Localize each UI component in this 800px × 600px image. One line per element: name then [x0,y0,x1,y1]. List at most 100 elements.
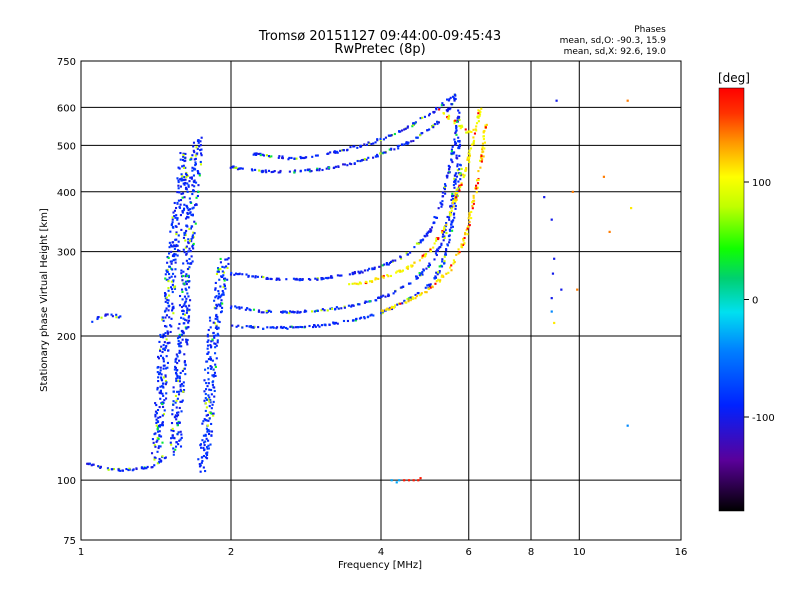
data-point [336,274,339,277]
data-point [174,238,177,241]
data-point [294,326,298,329]
data-point [219,261,222,264]
data-point [156,439,159,442]
data-point [214,296,217,299]
data-point [160,373,163,376]
data-point [453,198,456,201]
data-point [180,333,184,336]
data-point [475,191,478,194]
data-point [179,199,183,202]
chart-title: Tromsø 20151127 09:44:00-09:45:43 [258,29,501,44]
data-point [214,287,217,290]
data-point [179,203,182,206]
data-point [468,212,471,215]
data-point [400,143,404,146]
data-point [423,115,427,118]
data-point [452,262,455,265]
data-point [384,151,387,154]
data-point [238,167,241,170]
data-point [454,94,457,97]
data-point [370,313,373,316]
data-point [164,294,167,298]
data-point [454,204,457,208]
data-point [231,324,234,327]
data-point [343,163,346,166]
data-point [477,112,480,115]
data-point [203,399,206,402]
data-point [207,358,211,361]
data-point [405,266,409,269]
data-point [314,325,317,328]
data-point [555,99,558,102]
data-point [437,207,440,210]
data-point [434,282,437,285]
data-point [454,130,457,133]
data-point [202,434,205,437]
data-point [459,163,462,166]
data-point [294,278,297,281]
data-point [177,414,180,417]
data-point [472,142,475,145]
data-point [170,286,173,289]
data-point [205,453,208,456]
data-point [172,253,175,257]
data-point [162,358,165,361]
data-point [203,379,206,382]
data-point [293,157,296,160]
data-point [376,153,379,156]
data-point [282,326,285,329]
data-point [179,388,182,391]
data-point [200,154,203,157]
data-point [468,220,471,224]
data-point [180,400,183,403]
data-point [331,307,334,310]
data-point [186,274,189,278]
data-point [433,242,436,245]
data-point [127,469,130,472]
data-point [390,307,393,310]
data-point [163,409,166,412]
data-point [438,271,441,274]
data-point [409,251,412,254]
data-point [359,160,362,163]
data-point [454,207,457,210]
data-point [479,159,482,162]
data-point [181,369,184,372]
data-point [439,245,442,249]
data-point [179,430,182,433]
data-point [444,184,447,187]
data-point [188,239,192,242]
data-point [432,126,435,129]
data-point [178,191,181,194]
data-point [444,252,447,255]
data-point [175,231,178,234]
data-point [188,197,191,200]
data-point [480,107,483,110]
data-point [349,146,352,149]
data-point [140,466,143,469]
data-point [199,140,202,143]
data-point [188,247,191,250]
data-point [450,148,453,151]
data-point [334,321,338,324]
data-point [176,218,179,221]
data-point [180,345,183,348]
data-point [159,369,162,372]
data-point [449,266,452,269]
data-point [193,179,196,182]
data-point [467,217,470,220]
data-point [171,268,174,271]
data-point [447,271,450,274]
data-point [429,286,432,289]
data-point [212,414,215,417]
data-point [443,226,446,229]
data-point [316,277,319,280]
data-point [179,438,182,441]
data-point [205,419,208,422]
data-point [173,247,176,250]
data-point [153,444,156,447]
data-point [185,229,188,233]
data-point [115,313,118,316]
data-point [172,280,175,283]
data-point [185,174,188,177]
